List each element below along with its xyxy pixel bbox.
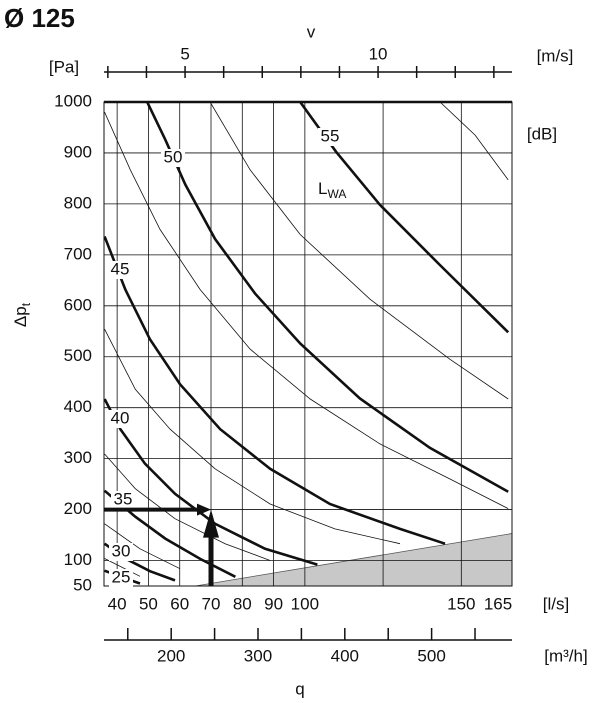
bottom-axis2-tick-label: 300 [244, 646, 272, 665]
y-tick-label: 400 [64, 397, 92, 416]
series-line [104, 236, 446, 545]
shaded-region [195, 533, 513, 587]
minor-curve [439, 102, 509, 181]
x-tick-label: 60 [170, 594, 189, 613]
series-label-bg [109, 543, 133, 561]
minor-curve [209, 102, 509, 400]
series-label-bg [318, 128, 342, 146]
y-tick-label: 900 [64, 142, 92, 161]
y-tick-label: 800 [64, 193, 92, 212]
top-axis-tick-label: 5 [180, 44, 189, 63]
x-tick-label: 150 [447, 594, 475, 613]
plot-frame [103, 101, 513, 587]
operating-arrowhead-h [197, 503, 212, 516]
y-label-main: Δp [11, 306, 30, 327]
y-axis-unit: [Pa] [49, 57, 79, 76]
minor-curve [104, 112, 509, 509]
y-tick-label: 200 [64, 499, 92, 518]
series-line [104, 398, 318, 566]
minor-curve [104, 523, 181, 570]
chart-title: Ø 125 [4, 3, 75, 33]
y-tick-label: 700 [64, 244, 92, 263]
bottom-axis2-unit: [m³/h] [544, 646, 587, 665]
x-tick-label: 165 [484, 594, 512, 613]
series-label-bg [108, 261, 132, 279]
top-axis-unit: [m/s] [537, 46, 574, 65]
series-label-bg [161, 149, 185, 167]
x-tick-label: 50 [139, 594, 158, 613]
series-name: 40 [111, 408, 130, 427]
x-tick-label: 40 [108, 594, 127, 613]
series-label-bg [108, 410, 132, 428]
y-axis-label: Δpt [11, 302, 33, 327]
minor-curve [104, 453, 271, 561]
minor-curve [104, 329, 401, 545]
x-tick-label: 80 [233, 594, 252, 613]
series-label-bg [111, 491, 135, 509]
series-label-main: L [318, 179, 327, 198]
series-name: 35 [114, 489, 133, 508]
series-label: LWA [318, 179, 346, 201]
y-tick-label: 500 [64, 346, 92, 365]
series-label-sub: WA [327, 187, 346, 201]
x-axis-unit: [l/s] [543, 594, 569, 613]
bottom-axis2-tick-label: 200 [157, 646, 185, 665]
series-line [146, 102, 509, 493]
y-tick-label: 1000 [54, 91, 92, 110]
operating-arrowhead-v [203, 509, 220, 538]
x-tick-label: 70 [202, 594, 221, 613]
series-name: 55 [321, 126, 340, 145]
series-name: 50 [164, 147, 183, 166]
x-tick-label: 100 [291, 594, 319, 613]
top-axis-label: v [307, 22, 316, 41]
minor-curve [104, 558, 141, 577]
y-tick-label: 100 [64, 550, 92, 569]
x-tick-label: 90 [264, 594, 283, 613]
bottom-axis2-tick-label: 500 [417, 646, 445, 665]
series-name: 45 [111, 259, 130, 278]
series-unit: [dB] [527, 124, 557, 143]
top-axis-tick-label: 10 [369, 44, 388, 63]
series-name: 30 [112, 541, 131, 560]
series-label-bg [109, 569, 133, 587]
bottom-axis2-label: q [295, 679, 304, 698]
series-name: 25 [112, 567, 131, 586]
y-tick-label: 50 [73, 575, 92, 594]
y-label-sub: t [19, 302, 33, 306]
y-tick-label: 300 [64, 448, 92, 467]
y-tick-label: 600 [64, 295, 92, 314]
bottom-axis2-tick-label: 400 [331, 646, 359, 665]
